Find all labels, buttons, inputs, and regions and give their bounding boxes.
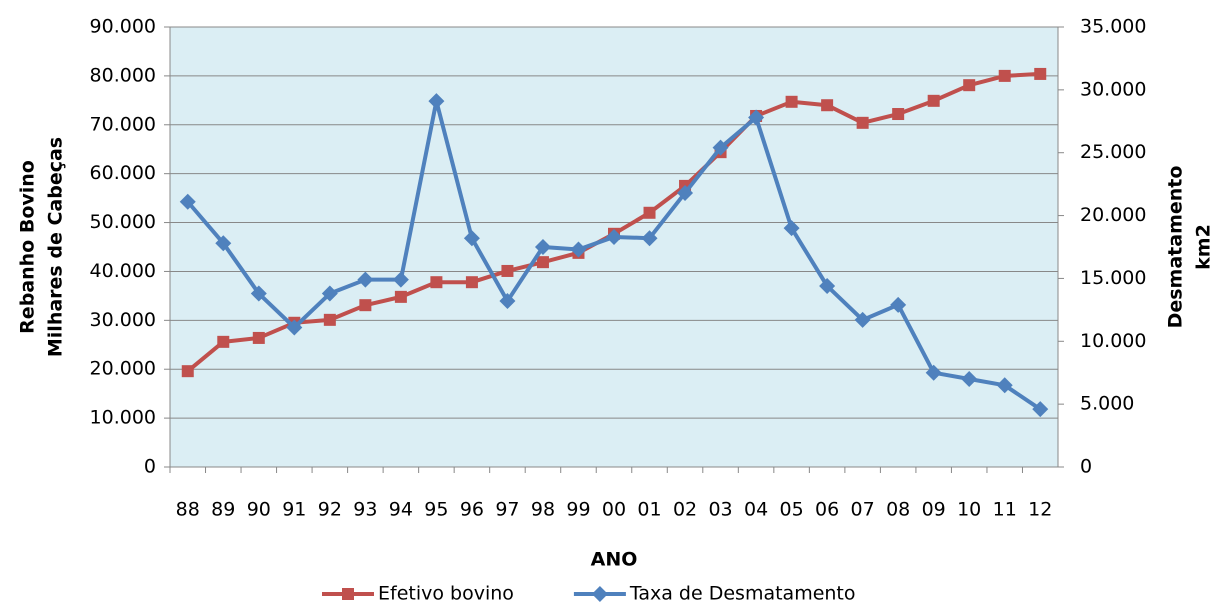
x-tick-label: 89: [211, 499, 235, 521]
y2-tick-label: 30.000: [1080, 78, 1146, 100]
marker: [342, 588, 354, 600]
marker: [606, 228, 622, 245]
marker: [821, 99, 834, 112]
marker: [819, 277, 836, 294]
x-tick-label: 88: [176, 499, 200, 521]
y-tick-label: 80.000: [90, 64, 156, 86]
marker: [392, 271, 409, 288]
y2-tick-label: 0: [1080, 456, 1092, 478]
marker: [499, 293, 516, 310]
marker: [465, 276, 478, 289]
marker: [250, 285, 267, 302]
marker: [783, 220, 800, 237]
x-tick-label: 01: [637, 499, 661, 521]
y-axis-title: Rebanho Bovino: [17, 160, 39, 334]
marker: [534, 239, 551, 255]
marker: [430, 276, 443, 289]
marker: [252, 331, 265, 344]
x-tick-label: 93: [353, 499, 377, 521]
x-tick-label: 00: [602, 499, 626, 521]
marker: [394, 290, 407, 303]
x-tick-label: 05: [780, 499, 804, 521]
y2-tick-label: 35.000: [1080, 16, 1146, 38]
x-tick-label: 98: [531, 499, 555, 521]
y-tick-label: 70.000: [90, 113, 156, 135]
marker: [217, 335, 230, 348]
y-tick-label: 50.000: [90, 211, 156, 233]
y2-tick-label: 10.000: [1080, 330, 1146, 352]
marker: [641, 230, 658, 247]
y2-tick-label: 20.000: [1080, 204, 1146, 226]
marker: [321, 285, 338, 302]
marker: [996, 377, 1013, 394]
marker: [1032, 401, 1049, 418]
marker: [854, 311, 871, 328]
marker: [961, 371, 978, 387]
x-tick-label: 90: [247, 499, 271, 521]
y-tick-label: 90.000: [90, 16, 156, 38]
x-tick-label: 96: [460, 499, 484, 521]
x-tick-label: 94: [389, 499, 413, 521]
marker: [677, 184, 694, 201]
legend-label: Efetivo bovino: [378, 583, 514, 605]
marker: [785, 95, 798, 108]
y-tick-label: 20.000: [90, 358, 156, 380]
marker: [181, 365, 194, 378]
marker: [286, 319, 303, 336]
marker: [428, 93, 445, 110]
marker: [856, 116, 869, 129]
x-tick-label: 07: [851, 499, 875, 521]
marker: [643, 206, 656, 219]
y2-tick-label: 25.000: [1080, 141, 1146, 163]
y-axis-title: Milhares de Cabeças: [45, 137, 67, 357]
x-tick-label: 08: [886, 499, 910, 521]
y-tick-label: 60.000: [90, 162, 156, 184]
marker: [963, 79, 976, 92]
x-tick-label: 95: [424, 499, 448, 521]
y2-axis-title: Desmatamento: [1165, 166, 1187, 329]
y2-tick-label: 5.000: [1080, 393, 1134, 415]
x-tick-label: 09: [922, 499, 946, 521]
marker: [501, 264, 514, 277]
marker: [215, 235, 232, 252]
marker: [712, 139, 729, 156]
x-tick-label: 91: [282, 499, 306, 521]
x-tick-label: 03: [708, 499, 732, 521]
x-axis-title: ANO: [591, 549, 638, 571]
y-tick-label: 40.000: [90, 260, 156, 282]
x-tick-label: 12: [1028, 499, 1052, 521]
marker: [463, 230, 480, 247]
marker: [570, 241, 587, 258]
x-tick-label: 11: [993, 499, 1017, 521]
x-tick-label: 06: [815, 499, 839, 521]
marker: [591, 586, 608, 602]
marker: [890, 296, 907, 313]
marker: [179, 193, 196, 210]
marker: [925, 364, 942, 381]
marker: [359, 299, 372, 312]
y-tick-label: 30.000: [90, 309, 156, 331]
y2-axis-title: km2: [1193, 224, 1215, 270]
marker: [323, 313, 336, 326]
plot-area: [169, 26, 1059, 468]
x-tick-label: 97: [495, 499, 519, 521]
legend-label: Taxa de Desmatamento: [629, 583, 856, 605]
marker: [536, 256, 549, 269]
marker: [357, 271, 374, 288]
x-tick-label: 99: [566, 499, 590, 521]
marker: [748, 109, 765, 126]
x-tick-label: 04: [744, 499, 768, 521]
x-tick-label: 10: [957, 499, 981, 521]
x-tick-label: 92: [318, 499, 342, 521]
marker: [1034, 67, 1047, 80]
y-tick-label: 0: [144, 456, 156, 478]
y-tick-label: 10.000: [90, 407, 156, 429]
x-tick-label: 02: [673, 499, 697, 521]
marker: [892, 108, 905, 121]
y2-tick-label: 15.000: [1080, 267, 1146, 289]
marker: [927, 94, 940, 107]
marker: [998, 69, 1011, 82]
